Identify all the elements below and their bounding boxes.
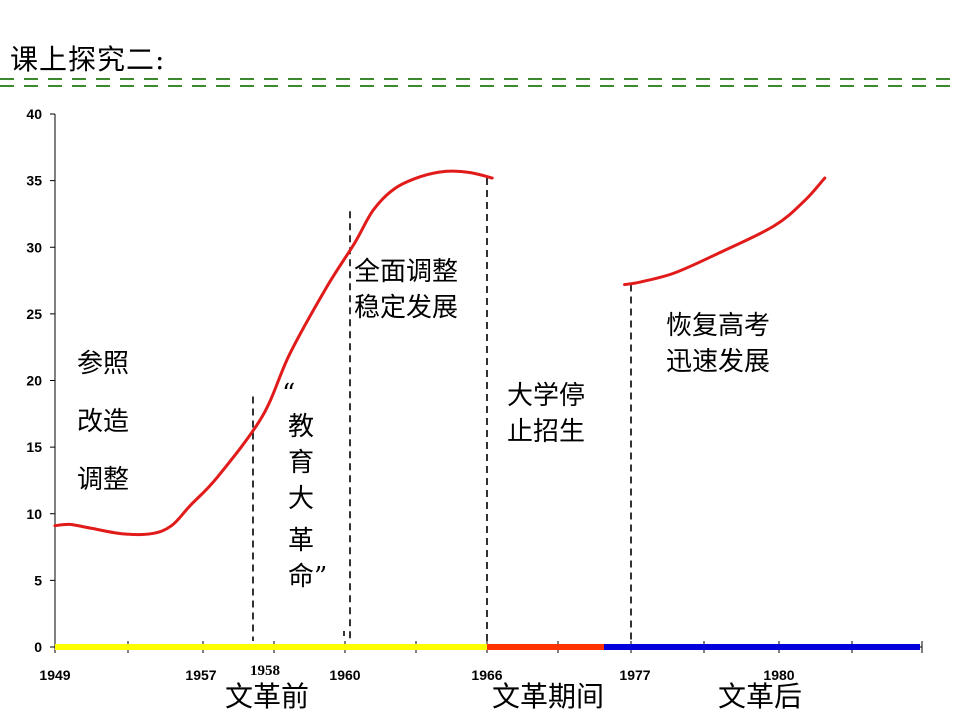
annotation-adjustment-line1: 全面调整 <box>354 257 458 287</box>
period-label-during: 文革期间 <box>492 680 604 713</box>
x-tick-label: 1957 <box>185 667 216 683</box>
y-tick-label: 10 <box>26 506 42 522</box>
annotation-revolution-char4: 革 <box>288 526 314 556</box>
annotation-revolution-quote: “ <box>282 379 295 409</box>
title-divider <box>0 78 960 87</box>
annotation-revolution-char2: 育 <box>288 448 314 478</box>
slide-title: 课上探究二: <box>10 43 166 76</box>
period-labels: 文革前 文革期间 文革后 <box>225 680 802 713</box>
y-tick-label: 35 <box>26 173 42 189</box>
annotation-suspension-line1: 大学停 <box>507 381 585 411</box>
x-tick-label: 1949 <box>39 667 70 683</box>
annotation-reference-line1: 参照 <box>77 349 129 379</box>
development-curve <box>53 169 827 537</box>
y-tick-label: 30 <box>26 239 42 255</box>
annotation-revolution-char1: 教 <box>288 412 314 442</box>
x-tick-label: 1966 <box>471 667 502 683</box>
period-segment <box>55 644 487 650</box>
curve-segment <box>623 176 827 287</box>
period-divider-lines <box>252 177 632 643</box>
period-label-before: 文革前 <box>225 680 309 713</box>
annotation-recovery-line1: 恢复高考 <box>666 311 770 341</box>
curve-segment <box>53 169 494 537</box>
annotation-revolution-char3: 大 <box>288 484 314 514</box>
period-segment <box>487 644 604 650</box>
annotation-reference-line2: 改造 <box>77 407 129 437</box>
period-segment <box>604 644 920 650</box>
period-annotations: 参照 改造 调整 “ 教 育 大 革 命” 全面调整 稳定发展 大学停 止招生 … <box>77 257 770 592</box>
period-bar <box>55 644 920 650</box>
y-axis: 0 5 10 15 20 25 30 35 40 <box>26 106 56 655</box>
y-tick-label: 15 <box>26 439 42 455</box>
x-tick-label: 1960 <box>329 667 360 683</box>
x-tick-label: 1977 <box>619 667 650 683</box>
annotation-recovery-line2: 迅速发展 <box>666 347 770 377</box>
annotation-adjustment-line2: 稳定发展 <box>354 293 458 323</box>
y-tick-label: 40 <box>26 106 42 122</box>
period-label-after: 文革后 <box>718 680 802 713</box>
x-tick-label: 1958 <box>250 663 280 679</box>
x-tick-label: 1980 <box>763 667 794 683</box>
annotation-reference-line3: 调整 <box>77 465 129 495</box>
y-tick-label: 0 <box>34 639 42 655</box>
annotation-suspension-line2: 止招生 <box>507 417 585 447</box>
annotation-revolution-char5: 命” <box>288 562 327 592</box>
y-tick-label: 25 <box>26 306 42 322</box>
y-tick-label: 5 <box>34 572 42 588</box>
y-tick-label: 20 <box>26 373 42 389</box>
